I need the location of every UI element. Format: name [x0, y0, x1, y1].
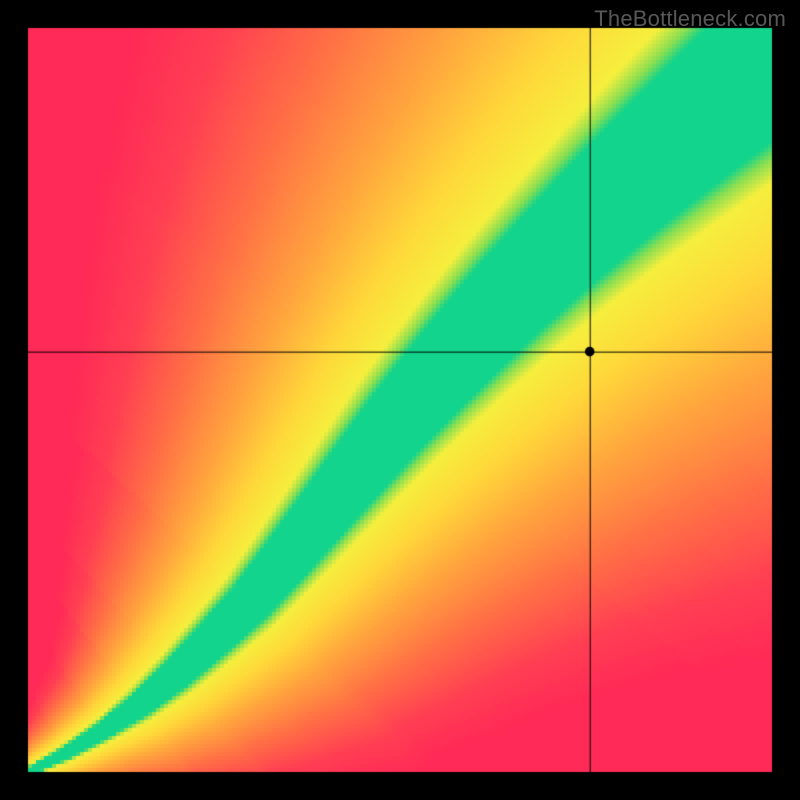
- chart-container: TheBottleneck.com: [0, 0, 800, 800]
- bottleneck-heatmap-canvas: [0, 0, 800, 800]
